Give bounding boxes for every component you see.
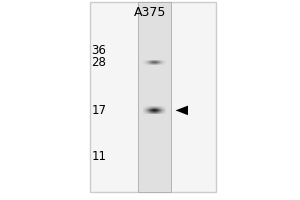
Text: A375: A375 <box>134 5 166 19</box>
Polygon shape <box>176 106 188 115</box>
Text: 11: 11 <box>92 150 106 162</box>
Text: 36: 36 <box>92 45 106 58</box>
Text: 17: 17 <box>92 104 106 117</box>
FancyBboxPatch shape <box>90 2 216 192</box>
Text: 28: 28 <box>92 56 106 70</box>
FancyBboxPatch shape <box>138 2 171 192</box>
